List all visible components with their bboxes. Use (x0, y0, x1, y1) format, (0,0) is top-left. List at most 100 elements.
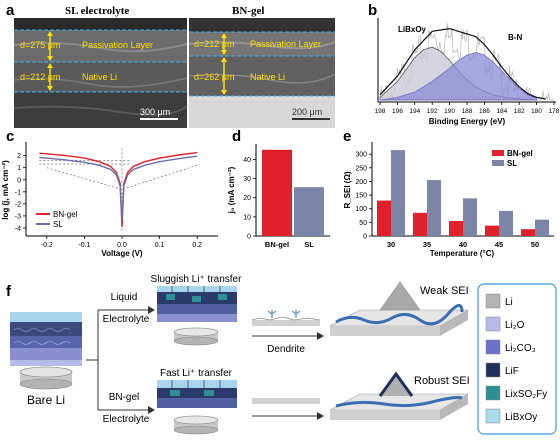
legend-swatch-1 (485, 316, 501, 332)
native-label-sl: Native Li (82, 72, 117, 82)
chart-e-xtick-label: 45 (495, 240, 503, 249)
native-label-bn: Native Li (250, 72, 285, 82)
d-passivation-bn: d=212 μm (194, 39, 234, 49)
bar-rsei-sl-45 (499, 210, 513, 236)
bar-rsei-sl-40 (463, 198, 477, 236)
chart-c-xlabel: Voltage (V) (101, 249, 143, 258)
chart-b-tick-label: 186 (479, 108, 490, 115)
scale-bar-sl: 300 μm (140, 107, 170, 117)
d-native-bn: d=262 μm (194, 72, 234, 82)
chart-e-ytick-label: 50 (359, 220, 367, 227)
panel-e-label: e (343, 128, 351, 145)
arrow-bottom-head (148, 406, 155, 414)
chart-e-xtick-label: 40 (459, 240, 467, 249)
chart-c-ticks: -0.2 -0.1 0.0 0.1 0.2 2 1 0 -1 -2 -3 -4 (15, 153, 202, 249)
bare-li-illustration (10, 312, 82, 390)
chart-e-ytick-label: 0 (363, 234, 367, 241)
rsei-chart: 30 35 40 45 50 300 250 200 150 100 50 0 R_SEI (Ω) T… (343, 142, 554, 258)
legend-swatch-3 (485, 362, 501, 378)
sl-sei-illustration (157, 286, 237, 346)
bn-sei-illustration (157, 380, 237, 435)
sluggish-transfer-label: Sluggish Li⁺ transfer (151, 274, 243, 285)
chart-c-xtick-label: 0.0 (117, 242, 127, 249)
chart-e-ytick-label: 200 (355, 179, 367, 186)
scale-bar-bn: 200 μm (292, 107, 322, 117)
chart-d-ytick-label: 10 (243, 214, 251, 221)
legend-e-sl-swatch (492, 160, 504, 166)
bar-rsei-bn-gel-45 (485, 225, 499, 236)
electrolyte-top-label: Electrolyte (103, 314, 150, 325)
passivation-label-sl: Passivation Layer (82, 40, 153, 50)
arrow-smooth-head (317, 412, 324, 420)
bare-li-label: Bare Li (27, 393, 65, 407)
branch-arrows (86, 309, 150, 411)
bar-rsei-bn-gel-50 (521, 229, 535, 236)
legend-swatch-0 (485, 293, 501, 309)
chart-d-bars (262, 149, 324, 236)
chart-b-series (379, 23, 554, 101)
legend-e-bn: BN-gel (507, 149, 533, 158)
chart-e-bars (377, 150, 549, 236)
legend-label-2: Li₂CO₃ (505, 343, 536, 354)
chart-d-ytick-label: 0 (247, 234, 251, 241)
bar-rsei-sl-50 (535, 219, 549, 236)
chart-e-xtick-label: 35 (423, 240, 431, 249)
legend-swatch-5 (485, 408, 501, 424)
chart-b-tick-label: 182 (514, 108, 525, 115)
legend-label-1: Li₂O (505, 320, 525, 331)
legend-label-3: LiF (505, 366, 519, 377)
sem-image-sl (13, 18, 188, 128)
chart-d-ylabel: j₀ (mA cm⁻²) (227, 166, 236, 214)
chart-c-ytick-label: 1 (17, 165, 21, 172)
arrow-top-head (148, 306, 155, 314)
chart-c-xtick-label: 0.1 (155, 242, 165, 249)
chart-b-tick-label: 190 (444, 108, 455, 115)
robust-sei-label: Robust SEI (414, 375, 470, 387)
panel-b-label: b (368, 2, 377, 19)
xps-envelope (379, 27, 546, 100)
annot-libxoy: LiBxOy (398, 25, 427, 34)
chart-e-xlabel: Temperature (°C) (430, 249, 495, 258)
chart-b-tick-label: 194 (409, 108, 420, 115)
d-passivation-sl: d=275 μm (20, 40, 60, 50)
chart-e-xtick-label: 30 (387, 240, 395, 249)
chart-b-tick-label: 184 (496, 108, 507, 115)
chart-c-xtick-label: 0.2 (192, 242, 202, 249)
panel-a-left-title: SL electrolyte (65, 5, 129, 17)
robust-sei-illustration (329, 371, 470, 420)
tafel-chart: -0.2 -0.1 0.0 0.1 0.2 2 1 0 -1 -2 -3 -4 log (j, mA … (1, 142, 218, 258)
chart-d-ytick-label: 30 (243, 176, 251, 183)
chart-b-tick-label: 188 (462, 108, 473, 115)
chart-b-ticks: 198 196 194 192 190 188 186 184 182 180 178 (375, 102, 560, 115)
chart-b-tick-label: 198 (375, 108, 386, 115)
panel-a-right-title: BN-gel (232, 5, 264, 17)
bar-rsei-bn-gel-35 (413, 212, 427, 236)
dendrite-illustration (251, 310, 321, 337)
chart-c-ytick-label: -4 (15, 225, 21, 232)
xps-peak-b-n (379, 51, 537, 101)
chart-c-ylabel: log (j, mA cm⁻²) (1, 160, 10, 220)
legend-swatch-4 (485, 385, 501, 401)
chart-c-tafel-fit (46, 167, 123, 190)
xps-chart: 198 196 194 192 190 188 186 184 182 180 178 LiBxOy… (375, 18, 560, 126)
legend-label-0: Li (505, 297, 513, 308)
legend-swatch-2 (485, 339, 501, 355)
bar-rsei-sl-30 (391, 150, 405, 236)
weak-sei-illustration (329, 281, 470, 336)
d-native-sl: d=212 μm (20, 72, 60, 82)
legend-label-4: LixSO₂Fy (505, 389, 547, 400)
chart-c-ytick-label: -2 (15, 201, 21, 208)
chart-d-category-label: BN-gel (265, 240, 289, 249)
smooth-deposition-illustration (252, 398, 320, 417)
chart-e-ytick-label: 100 (355, 206, 367, 213)
liquid-label: Liquid (111, 292, 138, 303)
bar-j0-sl (294, 187, 324, 236)
chart-b-tick-label: 192 (427, 108, 438, 115)
sem-image-bn-gel (188, 18, 336, 128)
legend-c-sl: SL (53, 220, 63, 229)
panel-d-label: d (232, 128, 241, 145)
panel-f-label: f (6, 283, 12, 300)
chart-e-ytick-label: 150 (355, 193, 367, 200)
